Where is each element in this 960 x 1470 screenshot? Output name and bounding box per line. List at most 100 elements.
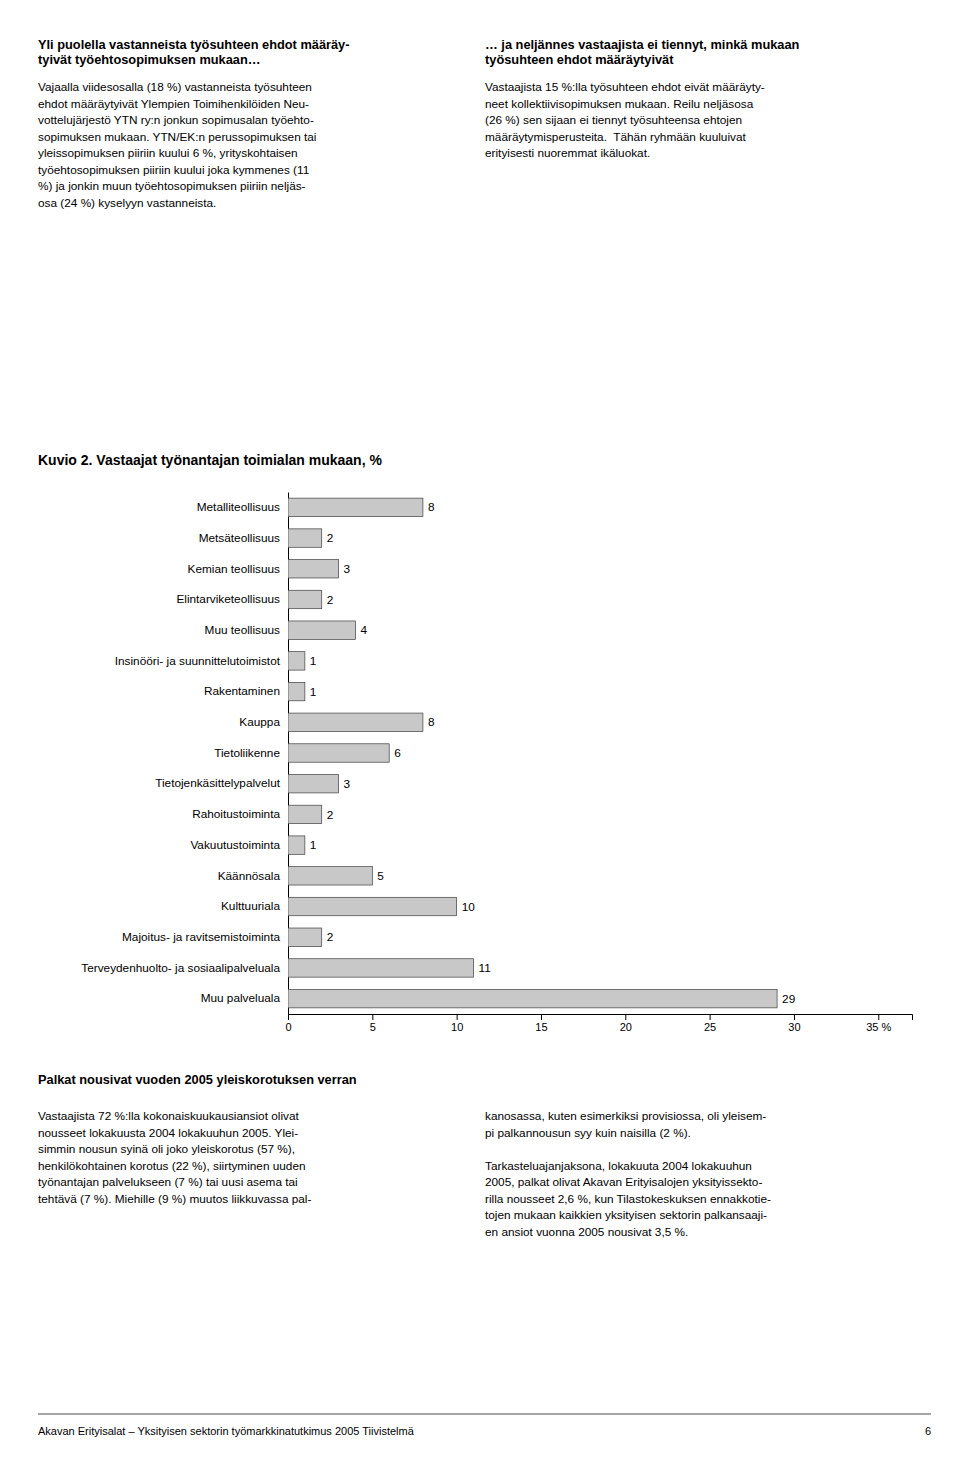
- body-text: Vastaajista 15 %:lla työsuhteen ehdot ei…: [485, 80, 765, 94]
- body-text: simmin nousun syinä oli joko yleiskorotu…: [38, 1142, 295, 1156]
- bar: [288, 989, 777, 1007]
- chart: 05101520253035 %MetalliteollisuusMetsäte…: [81, 493, 912, 1033]
- y-tick: Muu palveluala: [201, 991, 281, 1005]
- x-tick-label: 5: [370, 1021, 376, 1033]
- body-text: vottelujärjestö YTN ry:n jonkun sopimusa…: [38, 113, 314, 127]
- page-number: 6: [925, 1425, 931, 1437]
- footer-rule: [38, 1414, 931, 1415]
- bar: [288, 805, 322, 823]
- bar: [288, 774, 339, 792]
- y-tick-label: Muu teollisuus: [205, 623, 281, 637]
- body-text: tojen mukaan kaikkien yksityisen sektori…: [485, 1208, 767, 1222]
- x-tick-mark: [794, 1014, 795, 1020]
- x-tick-label: 25: [704, 1021, 716, 1033]
- data-label: 8: [428, 500, 435, 514]
- x-tick-mark: [625, 1014, 626, 1020]
- data-label: 2: [327, 808, 334, 822]
- body-text: %) ja jonkin muun työehtosopimuksen piir…: [38, 179, 306, 193]
- data-label: 10: [462, 900, 476, 914]
- y-tick-label: Elintarviketeollisuus: [176, 592, 280, 606]
- axis-line: [289, 1015, 913, 1021]
- body-text: henkilökohtainen korotus (22 %), siirtym…: [38, 1159, 306, 1173]
- y-tick-label: Majoitus- ja ravitsemistoiminta: [122, 930, 280, 944]
- x-tick-mark: [372, 1014, 373, 1020]
- bar: [288, 590, 322, 608]
- body-text: määräytymisperusteita. Tähän ryhmään kuu…: [485, 130, 746, 144]
- section-title: Palkat nousivat vuoden 2005 yleiskorotuk…: [38, 1072, 357, 1087]
- data-label: 5: [377, 869, 384, 883]
- body-text: kanosassa, kuten esimerkiksi provisiossa…: [485, 1109, 766, 1123]
- y-tick: Metalliteollisuus: [197, 500, 280, 514]
- x-tick-mark: [541, 1014, 542, 1020]
- y-tick: Kulttuuriala: [221, 899, 280, 913]
- y-tick: Rahoitustoiminta: [192, 807, 280, 821]
- data-label: 2: [327, 593, 334, 607]
- bar: [288, 560, 339, 578]
- body-text: pi palkannousun syy kuin naisilla (2 %).: [485, 1126, 691, 1140]
- y-tick-label: Insinööri- ja suunnittelutoimistot: [115, 654, 281, 668]
- x-tick: 35 %: [866, 1014, 891, 1033]
- y-tick-label: Muu palveluala: [201, 991, 281, 1005]
- bar: [288, 652, 305, 670]
- y-tick: Kemian teollisuus: [188, 562, 281, 576]
- body-text: nousseet lokakuusta 2004 lokakuuhun 2005…: [38, 1126, 298, 1140]
- data-label: 1: [310, 838, 317, 852]
- body-text: erityisesti nuoremmat ikäluokat.: [485, 146, 650, 160]
- data-label: 1: [310, 685, 317, 699]
- x-tick: 30: [788, 1014, 800, 1033]
- y-tick-label: Vakuutustoiminta: [190, 838, 280, 852]
- data-label: 11: [479, 961, 491, 975]
- body-text: osa (24 %) kyselyyn vastanneista.: [38, 196, 216, 210]
- bar: [288, 621, 355, 639]
- y-tick-label: Rahoitustoiminta: [192, 807, 280, 821]
- header-text: Yli puolella vastanneista työsuhteen ehd…: [38, 37, 349, 52]
- data-label: 2: [327, 930, 334, 944]
- data-label: 3: [344, 562, 351, 576]
- y-tick: Kauppa: [239, 715, 280, 729]
- y-tick: Tietojenkäsittelypalvelut: [155, 776, 281, 790]
- x-tick-label: 0: [285, 1021, 291, 1033]
- y-tick-label: Tietoliikenne: [214, 746, 280, 760]
- body-text: 2005, palkat olivat Akavan Erityisalojen…: [485, 1175, 762, 1189]
- y-tick-label: Metalliteollisuus: [197, 500, 280, 514]
- y-tick: Elintarviketeollisuus: [176, 592, 280, 606]
- bar: [288, 529, 322, 547]
- x-tick: 10: [451, 1014, 463, 1033]
- x-tick: 5: [370, 1014, 376, 1033]
- y-tick: Vakuutustoiminta: [190, 838, 280, 852]
- y-tick: Käännösala: [218, 869, 281, 883]
- data-labels: 82324118632151021129: [310, 500, 795, 1005]
- y-tick-label: Metsäteollisuus: [199, 531, 280, 545]
- y-tick: Metsäteollisuus: [199, 531, 280, 545]
- data-label: 2: [327, 531, 334, 545]
- body-text: rilla nousseet 2,6 %, kun Tilastokeskuks…: [485, 1192, 771, 1206]
- x-tick-mark: [710, 1014, 711, 1020]
- y-tick-label: Kulttuuriala: [221, 899, 280, 913]
- bar: [288, 897, 457, 915]
- y-tick-label: Rakentaminen: [204, 684, 280, 698]
- body-text: Tarkasteluajanjaksona, lokakuuta 2004 lo…: [485, 1159, 752, 1173]
- x-tick: 0: [285, 1014, 291, 1033]
- header-text: … ja neljännes vastaajista ei tiennyt, m…: [485, 37, 800, 52]
- body-text: työnantajan palvelukseen (7 %) tai uusi …: [38, 1175, 298, 1189]
- data-label: 6: [394, 746, 401, 760]
- x-tick-mark: [288, 1014, 289, 1020]
- body-text: sopimuksen mukaan. YTN/EK:n perussopimuk…: [38, 130, 316, 144]
- x-tick-label: 30: [788, 1021, 800, 1033]
- y-tick-label: Käännösala: [218, 869, 281, 883]
- bar: [288, 867, 372, 885]
- x-tick-label: 15: [535, 1021, 547, 1033]
- x-axis: 0 5 10 15 20 25 30 35 %: [285, 1014, 912, 1033]
- page: Yli puolella vastanneista työsuhteen ehd…: [0, 0, 960, 1470]
- body-text: Vajaalla viidesosalla (18 %) vastanneist…: [38, 80, 312, 94]
- x-tick-label: 35 %: [866, 1021, 891, 1033]
- x-tick-mark: [878, 1014, 879, 1020]
- y-tick-label: Kauppa: [239, 715, 280, 729]
- x-tick-label: 20: [620, 1021, 632, 1033]
- header-text: työsuhteen ehdot määräytyivät: [485, 52, 674, 67]
- y-tick: Majoitus- ja ravitsemistoiminta: [122, 930, 280, 944]
- y-tick: Insinööri- ja suunnittelutoimistot: [115, 654, 281, 668]
- body-text: tehtävä (7 %). Miehille (9 %) muutos lii…: [38, 1192, 311, 1206]
- header-text: tyivät työehtosopimuksen mukaan…: [38, 52, 261, 67]
- body-text: työehtosopimuksen piiriin kuului joka ky…: [38, 163, 309, 177]
